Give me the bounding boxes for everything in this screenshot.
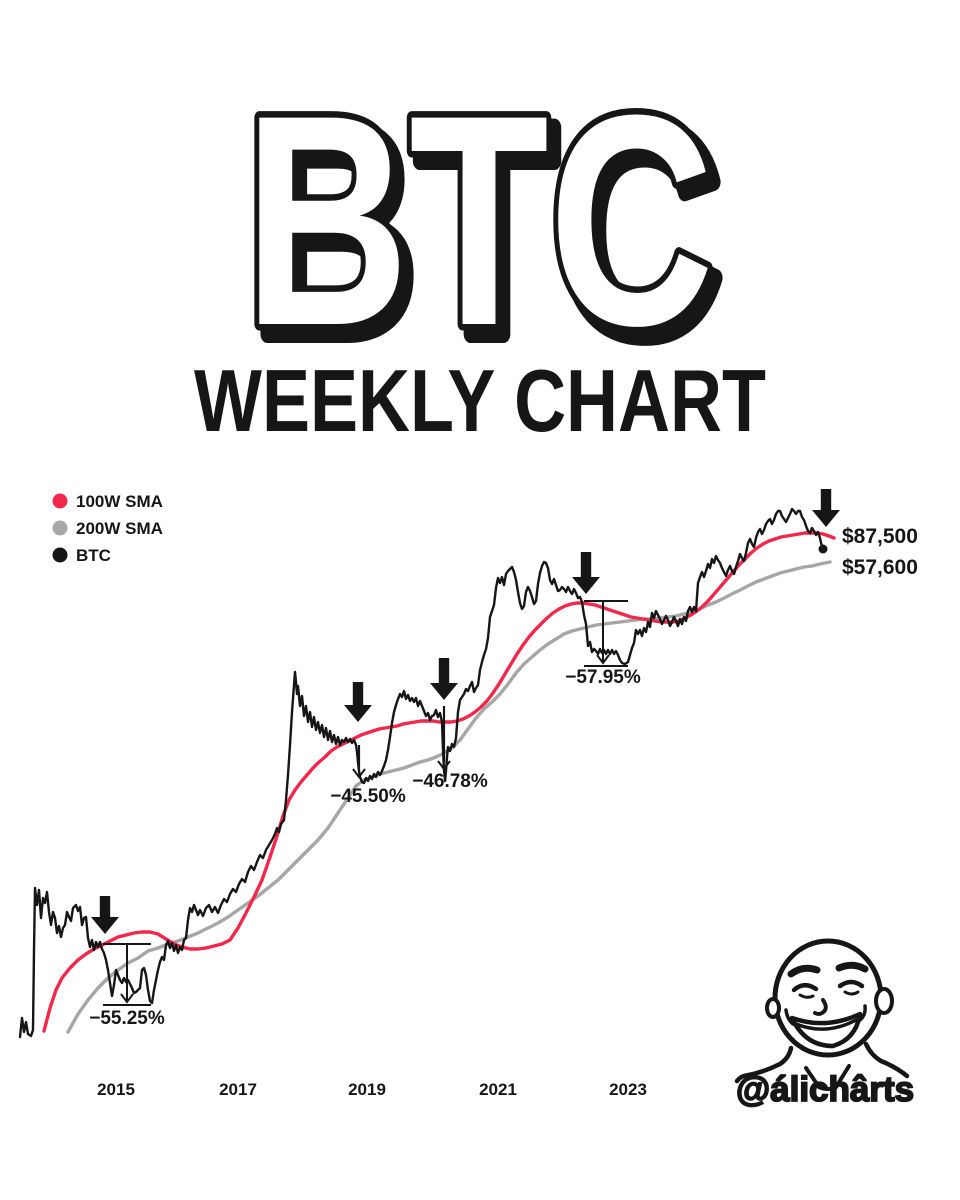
btc-price-line	[18, 507, 825, 1039]
artist-face-illustration	[734, 938, 910, 1091]
legend-item-100w-sma: 100W SMA	[52, 492, 163, 511]
legend: 100W SMA 200W SMA BTC	[52, 492, 163, 565]
measure-arrowhead-icon	[437, 760, 451, 771]
legend-dot-200w-sma-icon	[52, 520, 68, 536]
legend-item-200w-sma: 200W SMA	[52, 519, 163, 538]
face-ear-left	[765, 997, 781, 1019]
sma-100w-value-label: $87,500	[842, 525, 918, 548]
measure-arrowhead-icon	[596, 654, 610, 665]
drawdown-label-2022: −57.95%	[565, 667, 641, 688]
chart-series	[18, 507, 836, 1039]
big-down-arrow-icon	[430, 658, 458, 700]
face-neck-left	[777, 1045, 794, 1067]
face-eye-crease-right	[843, 990, 860, 996]
legend-dot-btc-icon	[52, 547, 68, 563]
measure-arrowhead-icon	[352, 768, 366, 779]
tick-2021: 2021	[479, 1080, 517, 1099]
big-down-arrow-icon	[91, 896, 119, 934]
big-down-arrow-icon	[344, 682, 372, 722]
tick-2023: 2023	[609, 1080, 647, 1099]
measure-arrowhead-icon	[120, 993, 134, 1004]
drawdown-label-2018: −45.50%	[330, 786, 406, 807]
drawdown-markers	[103, 600, 628, 1006]
legend-dot-100w-sma-icon	[52, 493, 68, 509]
subtitle-weekly-chart: WEEKLY CHART	[194, 351, 766, 450]
face-eyebrow-right	[835, 961, 869, 973]
big-down-arrow-icon	[812, 489, 840, 527]
end-value-labels: $87,500 $57,600	[842, 525, 918, 579]
legend-label-200w-sma: 200W SMA	[76, 519, 163, 538]
sma-100w-line	[42, 531, 836, 1033]
face-eyebrow-left	[787, 964, 821, 978]
btc-last-point-dot	[818, 544, 828, 554]
face-shoulder-left	[734, 1061, 783, 1084]
legend-label-100w-sma: 100W SMA	[76, 492, 163, 511]
face-nose	[813, 998, 828, 1016]
face-neck-right	[863, 1041, 884, 1064]
face-collar-bottom	[817, 1085, 838, 1091]
legend-item-btc: BTC	[52, 546, 111, 565]
face-collar-right	[834, 1064, 851, 1089]
btc-title: BTC	[244, 52, 714, 388]
drawdown-label-2015: −55.25%	[89, 1008, 165, 1029]
face-shoulder-right	[878, 1058, 910, 1079]
tick-2017: 2017	[219, 1080, 257, 1099]
watermark-handle: @álichârts	[736, 1070, 914, 1109]
tick-2015: 2015	[97, 1080, 135, 1099]
face-eye-right	[837, 979, 865, 989]
face-eye-left	[791, 983, 819, 993]
btc-title-shadow: BTC	[252, 62, 722, 398]
sma-200w-line	[66, 560, 832, 1034]
tick-2019: 2019	[348, 1080, 386, 1099]
title-block: BTC BTC WEEKLY CHART	[194, 46, 766, 451]
down-arrows	[91, 489, 840, 934]
face-collar-left	[804, 1066, 821, 1089]
drawdown-labels: −55.25% −45.50% −46.78% −57.95%	[89, 667, 641, 1029]
legend-label-btc: BTC	[76, 546, 111, 565]
face-ear-right	[874, 987, 894, 1015]
face-teeth-line	[794, 1018, 858, 1031]
face-smile-crease-right	[858, 1004, 867, 1022]
big-down-arrow-icon	[572, 552, 600, 594]
face-smile-crease-left	[784, 1008, 795, 1026]
drawdown-label-2020: −46.78%	[412, 771, 488, 792]
face-eye-crease-left	[798, 993, 815, 999]
sma-200w-value-label: $57,600	[842, 556, 918, 579]
x-axis-ticks: 2015 2017 2019 2021 2023	[97, 1080, 647, 1099]
